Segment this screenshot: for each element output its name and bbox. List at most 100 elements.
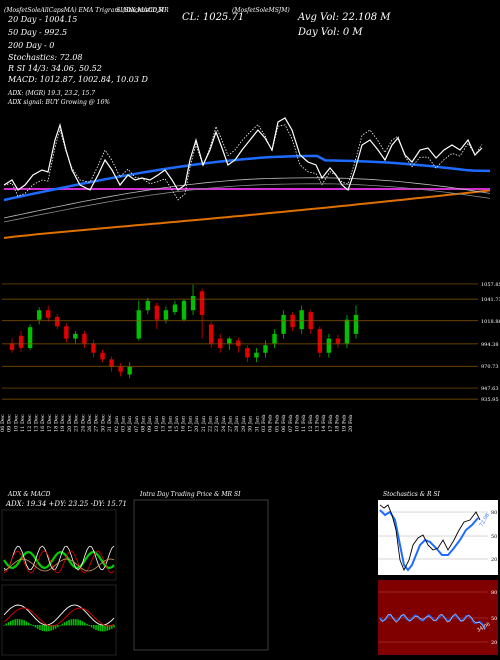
candle-body <box>218 338 223 349</box>
macd-histogram-bar <box>3 625 5 626</box>
candle-body <box>254 352 259 358</box>
candle-body <box>154 305 160 320</box>
candle-body <box>127 366 132 375</box>
close-price: CL: 1025.71 <box>182 12 244 23</box>
macd-histogram-bar <box>66 621 68 626</box>
macd-histogram-bar <box>34 625 37 628</box>
date-tick-label: 28 Jan <box>234 415 240 432</box>
date-tick-label: 06 Jan <box>127 415 133 432</box>
date-tick-label: 20 Jan <box>194 415 200 432</box>
ema50-value: 50 Day - 992.5 <box>8 28 67 37</box>
price-level-label: 994.38 <box>481 342 499 348</box>
candle-body <box>353 314 359 334</box>
macd-histogram-bar <box>25 621 28 626</box>
header-line1-a: (MosfetSoleAllCapsMA) EMA Trigram ADX,MA… <box>4 7 164 14</box>
candle-body <box>344 319 350 344</box>
price-level-label: 1018.86 <box>481 319 500 325</box>
ema20-value: 20 Day - 1004.15 <box>7 15 77 24</box>
price-level-lines: 1057.85 1041.73 1018.86 994.38 970.73 947.63 9… <box>2 282 500 403</box>
macd-signal-line <box>3 607 115 627</box>
date-tick-label: 14 Feb <box>321 415 327 432</box>
date-tick-label: 24 Jan <box>221 415 227 432</box>
date-tick-label: 03 Feb <box>261 415 267 432</box>
candle-body <box>109 359 114 367</box>
header-line1-b: SI,Stochastic,MR <box>116 7 169 14</box>
ema200-line <box>3 189 491 239</box>
date-tick-label: 12 Feb <box>308 415 314 432</box>
intraday-panel <box>133 499 269 651</box>
macd-histogram-bar <box>16 619 19 626</box>
header-line1-c: (MosfetSoleMSJM) <box>232 7 290 14</box>
candle-body <box>281 314 286 334</box>
macd-histogram-bar <box>32 625 34 627</box>
minus-di-line <box>3 550 115 574</box>
macd-histogram-bar <box>77 619 79 626</box>
adx-signal: ADX signal: BUY Growing @ 16% <box>7 99 110 106</box>
macd-histogram-bar <box>99 625 102 632</box>
macd-histogram-bar <box>70 619 73 626</box>
macd-histogram-bar <box>48 625 50 632</box>
rsi-line <box>379 614 486 630</box>
candle-body <box>18 335 24 349</box>
candle-body <box>208 324 214 344</box>
candle-body <box>73 333 78 339</box>
macd-histogram-bar <box>50 625 52 631</box>
macd-histogram-bar <box>5 623 8 626</box>
date-axis: 06 Dec 09 Dec 10 Dec 11 Dec 12 Dec 13 Dec 16 D… <box>0 414 354 432</box>
date-tick-label: 07 Feb <box>288 415 294 432</box>
stoch-d-line <box>379 504 481 572</box>
macd-histogram-bar <box>106 625 109 631</box>
macd-histogram-bar <box>9 620 12 626</box>
macd-histogram-bar <box>97 625 100 631</box>
date-tick-label: 27 Dec <box>94 414 100 432</box>
candle-body <box>27 327 33 349</box>
candle-body <box>263 345 268 353</box>
date-tick-label: 18 Feb <box>335 415 341 432</box>
macd-value: MACD: 1012.87, 1002.84, 10.03 D <box>7 75 149 84</box>
candle-body <box>181 300 187 320</box>
macd-histogram-bar <box>101 625 104 632</box>
macd-histogram-bar <box>79 620 82 626</box>
date-tick-label: 10 Feb <box>295 415 301 432</box>
date-tick-label: 13 Dec <box>34 414 40 432</box>
candle-body <box>136 310 141 339</box>
price-level-label: 1041.73 <box>481 297 500 303</box>
macd-histogram-bar <box>21 619 23 626</box>
date-tick-label: 02 Jan <box>114 415 120 432</box>
price-level-label: 1057.85 <box>481 282 500 288</box>
price-line <box>3 117 483 192</box>
macd-histogram-bar <box>54 625 57 629</box>
date-tick-label: 23 Jan <box>214 415 220 432</box>
date-tick-label: 05 Feb <box>274 415 280 432</box>
date-tick-label: 17 Jan <box>187 415 193 432</box>
macd-histogram-bar <box>90 625 93 628</box>
candle-body <box>326 338 332 353</box>
macd-histogram-bar <box>14 619 17 626</box>
macd-histogram-bar <box>63 622 66 626</box>
ema200-value: 200 Day - 0 <box>7 41 54 50</box>
macd-histogram-bar <box>57 625 59 628</box>
date-tick-label: 20 Dec <box>67 414 73 432</box>
date-tick-label: 11 Feb <box>301 415 307 432</box>
date-tick-label: 16 Jan <box>181 415 187 432</box>
date-tick-label: 09 Jan <box>147 415 153 432</box>
macd-histogram-bar <box>84 622 86 626</box>
candle-body <box>163 310 169 320</box>
date-tick-label: 09 Dec <box>7 414 13 432</box>
date-tick-label: 20 Feb <box>348 415 354 432</box>
date-tick-label: 12 Dec <box>27 414 33 432</box>
macd-histogram-bar <box>27 622 30 626</box>
date-tick-label: 11 Dec <box>20 414 26 432</box>
macd-histogram-bar <box>72 619 75 626</box>
macd-lines <box>3 604 115 632</box>
stochastics-panel <box>378 500 498 575</box>
macd-histogram-bar <box>86 623 88 626</box>
date-tick-label: 03 Jan <box>121 415 127 432</box>
ema-grey-line-1 <box>3 177 491 219</box>
macd-histogram-bar <box>104 625 106 632</box>
date-tick-label: 08 Jan <box>141 415 147 432</box>
candle-body <box>172 304 178 313</box>
macd-histogram-bar <box>59 625 61 626</box>
